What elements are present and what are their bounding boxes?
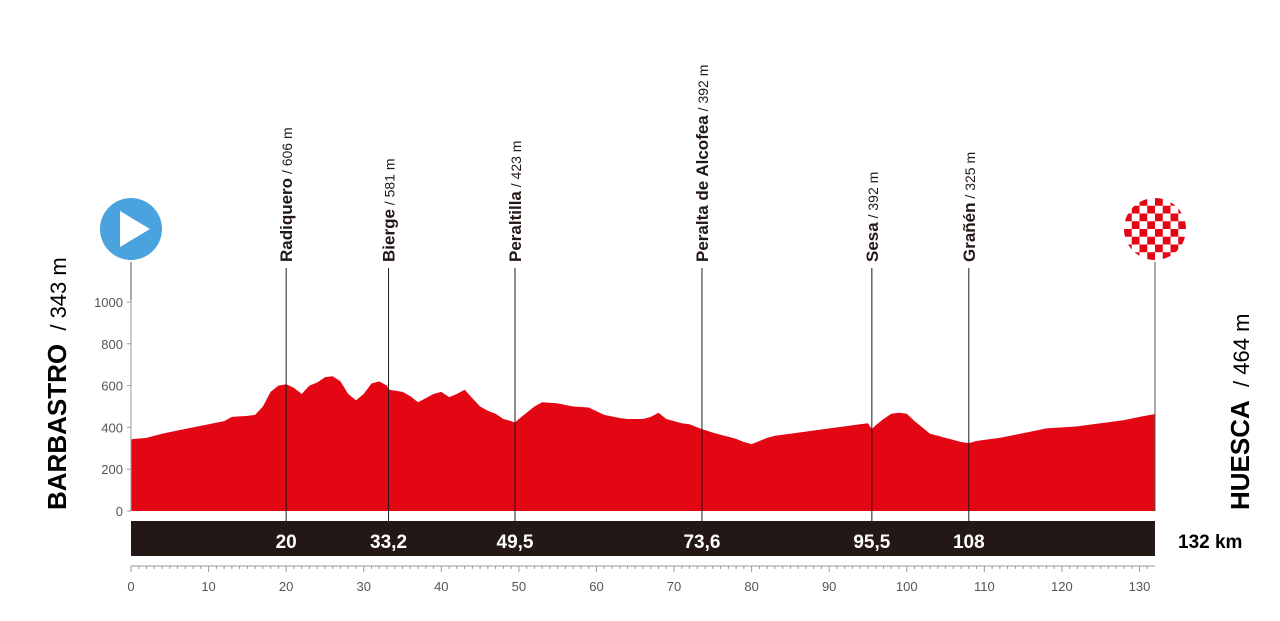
waypoint-label: Sesa / 392 m xyxy=(863,172,882,262)
y-tick-label: 0 xyxy=(116,504,123,519)
start-altitude: / 343 m xyxy=(46,257,71,330)
checker-square xyxy=(1131,221,1140,229)
y-tick-label: 1000 xyxy=(94,295,123,310)
total-distance-label: 132 km xyxy=(1178,532,1242,553)
finish-town-name: HUESCA xyxy=(1225,400,1255,510)
checker-square xyxy=(1124,213,1132,222)
waypoint-altitude: / 606 m xyxy=(279,127,295,178)
checker-square xyxy=(1178,236,1186,245)
distance-bar xyxy=(131,521,1155,556)
waypoint-label: Grañén / 325 m xyxy=(960,152,979,262)
x-tick-label: 70 xyxy=(667,579,681,594)
checker-square xyxy=(1170,229,1179,237)
waypoint-km-label: 95,5 xyxy=(853,532,890,553)
checker-square xyxy=(1155,244,1163,253)
waypoint-label: Bierge / 581 m xyxy=(380,158,399,262)
x-tick-label: 10 xyxy=(201,579,215,594)
checker-square xyxy=(1131,236,1140,245)
start-town-name: BARBASTRO xyxy=(42,344,72,510)
checker-square xyxy=(1162,236,1171,245)
checker-square xyxy=(1147,205,1155,214)
x-tick-label: 110 xyxy=(974,579,995,594)
x-tick-label: 0 xyxy=(127,579,134,594)
checker-square xyxy=(1147,221,1155,229)
checker-square xyxy=(1139,198,1148,206)
waypoint-altitude: / 392 m xyxy=(865,172,881,223)
checker-square xyxy=(1147,252,1155,260)
finish-label: HUESCA / 464 m xyxy=(1225,314,1255,510)
waypoint-km-label: 108 xyxy=(953,532,985,553)
x-tick-label: 30 xyxy=(356,579,370,594)
checker-square xyxy=(1155,229,1163,237)
waypoint-label: Peralta de Alcofea / 392 m xyxy=(693,65,712,262)
start-label: BARBASTRO / 343 m xyxy=(42,257,72,510)
checker-square xyxy=(1124,244,1132,253)
checker-square xyxy=(1131,252,1140,260)
waypoint-label: Peraltilla / 423 m xyxy=(506,141,525,262)
waypoint-altitude: / 325 m xyxy=(962,152,978,203)
x-tick-label: 80 xyxy=(744,579,758,594)
x-tick-label: 100 xyxy=(896,579,918,594)
checker-square xyxy=(1139,244,1148,253)
waypoint-km-label: 73,6 xyxy=(683,532,720,553)
checker-square xyxy=(1139,213,1148,222)
waypoint-altitude: / 581 m xyxy=(382,158,398,209)
y-tick-label: 800 xyxy=(101,337,123,352)
waypoint-label: Radiquero / 606 m xyxy=(277,127,296,262)
checker-square xyxy=(1178,205,1186,214)
y-tick-label: 200 xyxy=(101,462,123,477)
x-tick-label: 50 xyxy=(512,579,526,594)
waypoint-name: Bierge xyxy=(380,209,399,262)
checkered-flag-icon xyxy=(1124,198,1186,260)
checker-square xyxy=(1124,198,1132,206)
y-tick-label: 400 xyxy=(101,420,123,435)
checker-square xyxy=(1139,229,1148,237)
start-marker xyxy=(100,198,162,260)
waypoint-name: Peraltilla xyxy=(506,191,525,262)
checker-square xyxy=(1155,213,1163,222)
waypoint-km-label: 20 xyxy=(276,532,297,553)
waypoint-altitude: / 423 m xyxy=(508,141,524,192)
waypoint-km-label: 49,5 xyxy=(497,532,534,553)
x-tick-label: 120 xyxy=(1051,579,1073,594)
waypoint-altitude: / 392 m xyxy=(695,65,711,116)
checker-square xyxy=(1147,236,1155,245)
checker-square xyxy=(1170,198,1179,206)
x-tick-label: 60 xyxy=(589,579,603,594)
waypoint-name: Peralta de Alcofea xyxy=(693,115,712,262)
checker-square xyxy=(1124,229,1132,237)
waypoint-km-label: 33,2 xyxy=(370,532,407,553)
checker-square xyxy=(1131,205,1140,214)
waypoint-name: Radiquero xyxy=(277,178,296,262)
checker-square xyxy=(1162,252,1171,260)
finish-altitude: / 464 m xyxy=(1229,314,1254,387)
checker-square xyxy=(1155,198,1163,206)
x-tick-label: 20 xyxy=(279,579,293,594)
checker-square xyxy=(1170,213,1179,222)
checker-square xyxy=(1178,252,1186,260)
x-tick-label: 40 xyxy=(434,579,448,594)
x-tick-label: 130 xyxy=(1129,579,1151,594)
elevation-area xyxy=(131,376,1155,511)
checker-square xyxy=(1162,221,1171,229)
y-tick-label: 600 xyxy=(101,379,123,394)
play-triangle xyxy=(120,211,150,247)
checker-square xyxy=(1178,221,1186,229)
checker-square xyxy=(1170,244,1179,253)
waypoint-name: Sesa xyxy=(863,222,882,262)
checker-square xyxy=(1162,205,1171,214)
waypoint-name: Grañén xyxy=(960,202,979,262)
checker-pattern xyxy=(1124,198,1186,260)
x-tick-label: 90 xyxy=(822,579,836,594)
